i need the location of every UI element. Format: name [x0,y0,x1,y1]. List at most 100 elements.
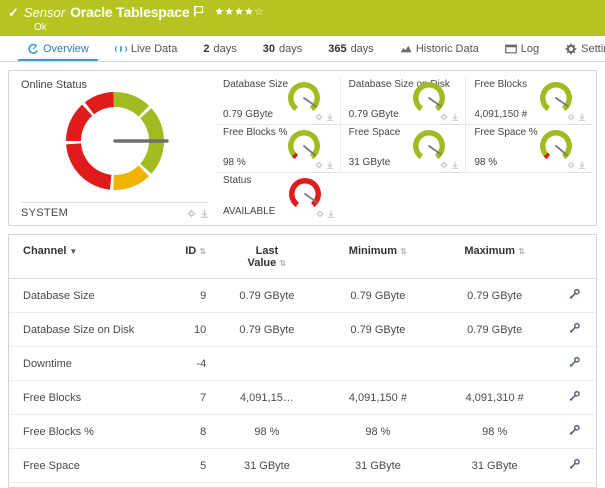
column-header-last-value[interactable]: Last Value⇅ [214,235,319,279]
gauge-cell-free-space[interactable]: Free Space %98 % [466,125,592,173]
gear-icon[interactable] [316,210,324,218]
sensor-status-label: Ok [8,22,605,33]
gear-icon[interactable] [567,113,575,121]
tab-overview[interactable]: Overview [14,36,102,61]
gauge-cell-free-blocks[interactable]: Free Blocks %98 % [215,125,341,173]
cell-actions[interactable] [553,347,596,381]
settings-wrench-icon[interactable] [569,458,581,470]
gauge-cell-empty [466,173,592,221]
cell-actions[interactable] [553,483,596,488]
gear-icon[interactable] [440,161,448,169]
page-header: ✓ Sensor Oracle Tablespace ★★★★☆ Ok [0,0,605,36]
cell-channel: Downtime [9,347,158,381]
sort-toggle-icon: ⇅ [279,261,286,267]
cell-id: 5 [158,449,214,483]
gear-icon[interactable] [187,209,196,218]
tab-historic-data-label: Historic Data [416,43,479,55]
tab-live-data[interactable]: Live Data [102,36,190,61]
gauge-value: 0.79 GByte [349,109,399,120]
download-icon[interactable] [451,113,459,121]
column-header-id[interactable]: ID⇅ [158,235,214,279]
channels-table-head: Channel▼ ID⇅ Last Value⇅ Minimum⇅ [9,235,596,279]
cell-last-value: 0.79 GByte [214,313,319,347]
tab-365-days-label: days [351,43,374,55]
cell-id: 6 [158,483,214,488]
column-header-value-label: Value [248,257,277,269]
gear-icon[interactable] [567,161,575,169]
channels-header-row: Channel▼ ID⇅ Last Value⇅ Minimum⇅ [9,235,596,279]
cell-last-value: 98 % [214,415,319,449]
gauge-actions[interactable] [440,161,459,169]
tab-live-data-label: Live Data [131,43,177,55]
cell-last-value: 4,091,15… [214,381,319,415]
gauge-value: 98 % [474,157,497,168]
column-header-maximum[interactable]: Maximum⇅ [436,235,553,279]
cell-minimum: 0.79 GByte [320,313,437,347]
gauge-actions[interactable] [440,113,459,121]
cell-maximum [436,347,553,381]
flag-icon[interactable] [194,6,205,17]
sort-toggle-icon: ⇅ [199,249,206,255]
online-status-dial [55,89,175,193]
download-icon[interactable] [326,161,334,169]
page-title: Oracle Tablespace [70,4,189,20]
gear-icon[interactable] [315,113,323,121]
download-icon[interactable] [327,210,335,218]
cell-actions[interactable] [553,415,596,449]
column-header-minimum[interactable]: Minimum⇅ [320,235,437,279]
chart-icon [400,43,412,54]
gauge-actions[interactable] [315,113,334,121]
gauge-actions[interactable] [567,113,586,121]
settings-wrench-icon[interactable] [569,390,581,402]
column-header-channel[interactable]: Channel▼ [9,235,158,279]
gauge-actions[interactable] [567,161,586,169]
download-icon[interactable] [200,209,209,218]
tab-settings[interactable]: Settings [552,36,605,61]
gauge-actions[interactable] [187,209,209,218]
settings-wrench-icon[interactable] [569,356,581,368]
cell-id: 9 [158,279,214,313]
settings-wrench-icon[interactable] [569,322,581,334]
gauge-dial [284,126,324,166]
settings-wrench-icon[interactable] [569,424,581,436]
priority-stars[interactable]: ★★★★☆ [214,7,263,18]
tab-historic-data[interactable]: Historic Data [387,36,492,61]
tab-log[interactable]: Log [492,36,552,61]
download-icon[interactable] [578,161,586,169]
gauge-icon [27,43,39,54]
tab-log-label: Log [521,43,539,55]
table-row[interactable]: Downtime-4 [9,347,596,381]
download-icon[interactable] [451,161,459,169]
gear-icon[interactable] [315,161,323,169]
cell-actions[interactable] [553,381,596,415]
table-row[interactable]: Free Space %698 %98 %98 % [9,483,596,488]
download-icon[interactable] [326,113,334,121]
cell-actions[interactable] [553,279,596,313]
tab-30-days[interactable]: 30 days [250,36,316,61]
download-icon[interactable] [578,113,586,121]
cell-actions[interactable] [553,449,596,483]
column-header-id-label: ID [185,245,196,257]
gauge-value: 98 % [223,157,246,168]
settings-wrench-icon[interactable] [569,288,581,300]
cell-actions[interactable] [553,313,596,347]
online-status-value: SYSTEM [21,207,68,219]
tab-2-days[interactable]: 2 days [190,36,249,61]
gauge-actions[interactable] [315,161,334,169]
sort-toggle-icon: ⇅ [518,249,525,255]
gauge-actions[interactable] [316,210,335,218]
gear-icon[interactable] [440,113,448,121]
gauge-dial [285,174,325,214]
online-status-gauge[interactable]: Online Status SYSTEM [15,77,215,221]
tab-365-days[interactable]: 365 days [315,36,387,61]
